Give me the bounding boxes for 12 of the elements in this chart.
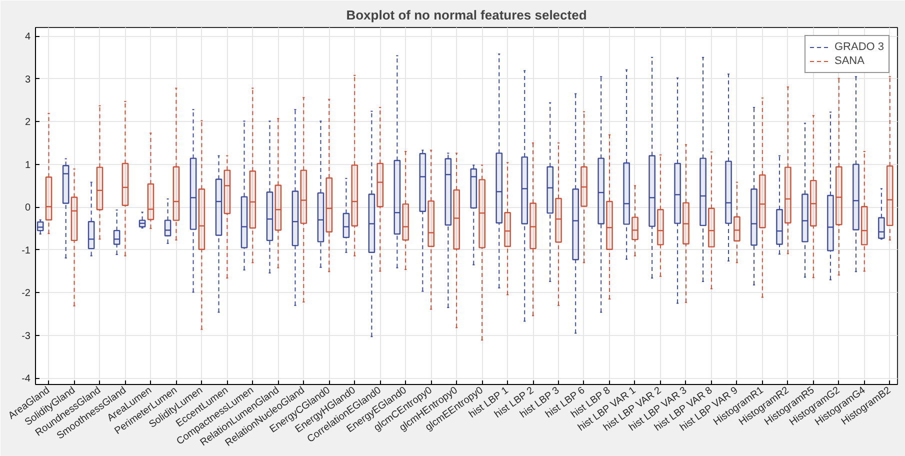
y-tick-label: -2 — [22, 288, 31, 300]
legend-label: GRADO 3 — [834, 40, 884, 54]
y-tick-label: 1 — [24, 160, 31, 171]
y-tick-label: -4 — [22, 374, 31, 385]
y-tick-label: 2 — [24, 117, 31, 128]
y-tick-label: -1 — [22, 245, 31, 256]
y-tick-label: 0 — [24, 202, 31, 214]
y-tick-label: -3 — [22, 330, 31, 342]
chart-title: Boxplot of no normal features selected — [346, 8, 587, 22]
legend-label: SANA — [834, 54, 864, 68]
y-tick-label: 3 — [24, 74, 31, 86]
y-tick-label: 4 — [24, 32, 31, 43]
